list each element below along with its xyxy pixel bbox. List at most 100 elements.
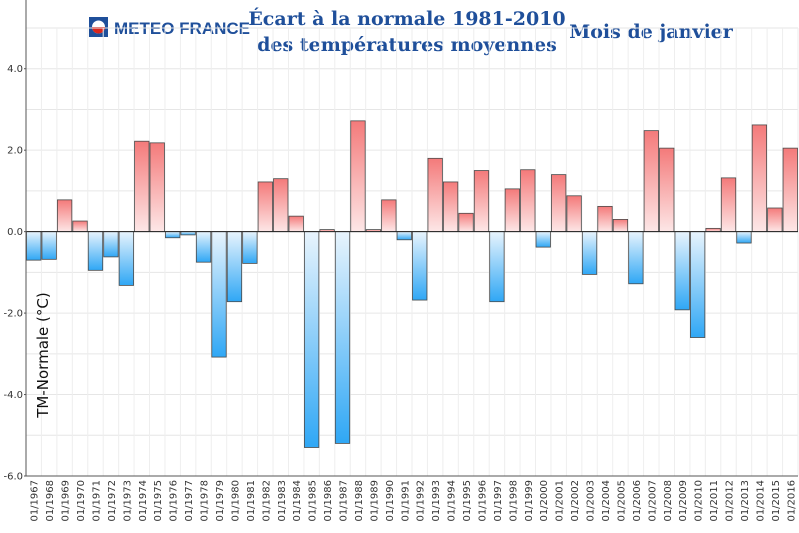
bars (26, 120, 798, 448)
bar-01-1988 (350, 120, 366, 233)
x-tick-label: 01/1967 (30, 480, 41, 522)
y-tick-label: -6.0 (3, 472, 23, 483)
x-tick-label: 01/2006 (632, 480, 643, 522)
x-tick-label: 01/1972 (107, 480, 118, 522)
bar-01-2002 (566, 195, 582, 233)
x-tick-label: 01/2000 (539, 480, 550, 522)
bar-01-2004 (597, 205, 613, 233)
x-tick-label: 01/1973 (122, 480, 133, 522)
x-tick-label: 01/2014 (755, 480, 766, 522)
bar-01-1985 (304, 231, 320, 448)
bar-01-1980 (226, 231, 243, 303)
x-tick-labels: 01/1967 01/1968 01/1969 01/1970 01/1971 01/19… (30, 480, 798, 522)
x-tick-label: 01/1987 (339, 480, 350, 522)
bar-01-1995 (458, 212, 474, 233)
bar-01-2008 (659, 147, 675, 233)
x-tick-label: 01/1996 (477, 480, 488, 522)
bar-01-2014 (751, 124, 768, 233)
y-tick-label: -2.0 (3, 309, 23, 320)
bar-01-1992 (412, 231, 428, 301)
bar-01-1987 (334, 231, 351, 444)
y-tick-labels: 4.0 2.0 0.0 -2.0 -4.0 -6.0 (3, 64, 26, 483)
x-tick-label: 01/2013 (740, 480, 751, 522)
x-tick-label: 01/1995 (462, 480, 473, 522)
bar-01-2010 (690, 231, 706, 338)
x-tick-label: 01/1970 (76, 480, 87, 522)
x-tick-label: 01/1971 (91, 480, 102, 522)
bar-01-2003 (581, 231, 598, 275)
x-tick-label: 01/1989 (369, 480, 380, 522)
x-tick-label: 01/1976 (169, 480, 180, 522)
x-tick-label: 01/1984 (292, 480, 303, 522)
x-tick-label: 01/2005 (616, 480, 627, 522)
bar-01-2013 (736, 231, 752, 244)
bar-01-1984 (288, 215, 304, 233)
bar-01-1974 (134, 140, 150, 233)
x-tick-label: 01/1997 (493, 480, 504, 522)
x-tick-label: 01/2010 (694, 480, 705, 522)
bar-01-1991 (396, 231, 412, 241)
bar-01-1998 (504, 188, 520, 233)
meteo-france-emblem-icon (89, 17, 108, 37)
x-tick-label: 01/2011 (709, 480, 720, 522)
bar-01-1997 (489, 231, 505, 303)
x-tick-label: 01/1986 (323, 480, 334, 522)
bar-01-2001 (551, 174, 567, 233)
chart-title-line1: Écart à la normale 1981-2010 (248, 7, 565, 30)
y-tick-label: 4.0 (7, 64, 23, 75)
x-tick-label: 01/1979 (215, 480, 226, 522)
bar-01-1970 (72, 220, 88, 233)
bar-01-1972 (103, 231, 119, 258)
x-tick-label: 01/2004 (601, 480, 612, 522)
bar-01-1993 (427, 157, 443, 233)
bar-01-1983 (273, 178, 289, 233)
x-tick-label: 01/2016 (786, 480, 797, 522)
bar-01-1999 (520, 169, 536, 233)
chart-subtitle: Mois de janvier (569, 21, 734, 43)
x-tick-label: 01/2002 (570, 480, 581, 522)
x-tick-label: 01/2001 (555, 480, 566, 522)
x-tick-label: 01/2009 (678, 480, 689, 522)
x-tick-label: 01/1968 (45, 480, 56, 522)
y-tick-label: 2.0 (7, 146, 23, 157)
chart-title-line2: des températures moyennes (257, 34, 557, 56)
bar-01-2009 (674, 231, 690, 311)
bar-01-1996 (473, 170, 490, 233)
x-tick-label: 01/2007 (647, 480, 658, 522)
y-tick-label: -4.0 (3, 390, 23, 401)
bar-01-1994 (442, 181, 459, 233)
x-tick-label: 01/2015 (771, 480, 782, 522)
x-tick-label: 01/1994 (447, 480, 458, 522)
bar-01-2012 (720, 177, 737, 233)
x-tick-label: 01/1969 (61, 480, 72, 522)
bar-01-1990 (381, 199, 397, 233)
bar-01-2005 (612, 219, 629, 233)
y-tick-label: 0.0 (7, 227, 23, 238)
bar-01-2007 (643, 130, 659, 233)
x-tick-label: 01/1990 (385, 480, 396, 522)
bar-01-1967 (26, 231, 42, 261)
y-axis-label: TM-Normale (°C) (34, 292, 52, 418)
x-tick-label: 01/2003 (586, 480, 597, 522)
bar-01-1971 (87, 231, 104, 271)
x-tick-label: 01/1978 (200, 480, 211, 522)
bar-01-1978 (195, 231, 212, 263)
x-tick-label: 01/1983 (277, 480, 288, 522)
x-tick-label: 01/1999 (524, 480, 535, 522)
axes (25, 0, 798, 477)
bar-01-2006 (628, 231, 644, 285)
x-tick-label: 01/1981 (246, 480, 257, 522)
x-tick-label: 01/1982 (261, 480, 272, 522)
bar-01-1979 (211, 231, 227, 358)
x-tick-label: 01/1980 (230, 480, 241, 522)
x-tick-label: 01/1992 (416, 480, 427, 522)
x-tick-label: 01/1974 (138, 480, 149, 522)
x-tick-label: 01/1975 (153, 480, 164, 522)
x-tick-label: 01/2008 (663, 480, 674, 522)
x-tick-label: 01/1988 (354, 480, 365, 522)
x-tick-label: 01/1998 (508, 480, 519, 522)
bar-01-1975 (149, 142, 165, 233)
bar-01-1973 (118, 231, 134, 286)
x-tick-label: 01/2012 (725, 480, 736, 522)
